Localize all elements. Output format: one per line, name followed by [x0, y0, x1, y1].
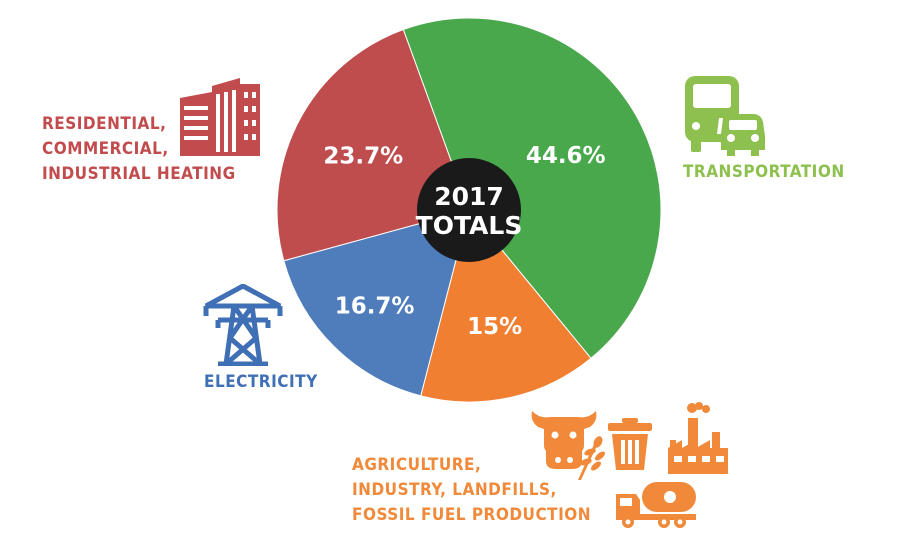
- transportation-label: TRANSPORTATION: [683, 160, 845, 185]
- residential-label: RESIDENTIAL, COMMERCIAL, INDUSTRIAL HEAT…: [42, 112, 236, 187]
- pie-slice: [402, 17, 662, 359]
- residential-label-line: COMMERCIAL,: [42, 139, 169, 159]
- bus-and-car-icon: [685, 76, 765, 156]
- agriculture-label-line: FOSSIL FUEL PRODUCTION: [352, 505, 592, 525]
- center-label-line-1: 2017: [434, 182, 504, 211]
- slice-value-label: 15%: [467, 314, 522, 340]
- center-hole: [417, 158, 521, 262]
- slice-value-label: 44.6%: [526, 143, 606, 169]
- electricity-label-line: ELECTRICITY: [204, 372, 318, 392]
- cow-head-icon: [531, 411, 597, 469]
- residential-label-line: RESIDENTIAL,: [42, 114, 167, 134]
- agriculture-label-line: AGRICULTURE,: [352, 455, 482, 475]
- electricity-label: ELECTRICITY: [204, 370, 318, 395]
- slice-value-label: 16.7%: [335, 294, 415, 320]
- tanker-truck-icon: [616, 482, 696, 528]
- factory-icon: [668, 402, 728, 474]
- agriculture-label: AGRICULTURE, INDUSTRY, LANDFILLS, FOSSIL…: [352, 453, 591, 528]
- center-label-line-2: TOTALS: [416, 211, 523, 240]
- slice-value-label: 23.7%: [323, 143, 403, 169]
- pie-slice: [283, 209, 470, 397]
- wheat-icon: [578, 436, 605, 480]
- agriculture-label-line: INDUSTRY, LANDFILLS,: [352, 480, 557, 500]
- office-building-icon: [180, 78, 260, 156]
- transportation-label-line: TRANSPORTATION: [683, 162, 845, 182]
- power-pylon-icon: [203, 284, 283, 366]
- residential-label-line: INDUSTRIAL HEATING: [42, 164, 236, 184]
- trash-can-icon: [608, 418, 652, 470]
